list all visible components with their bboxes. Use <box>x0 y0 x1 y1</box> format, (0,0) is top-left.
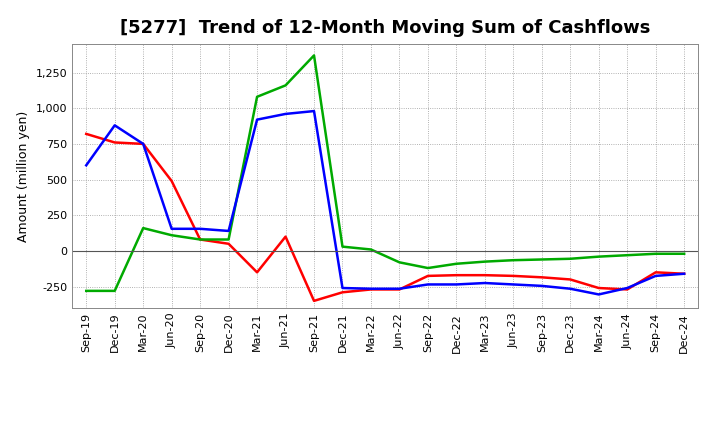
Free Cashflow <box>310 108 318 114</box>
Title: [5277]  Trend of 12-Month Moving Sum of Cashflows: [5277] Trend of 12-Month Moving Sum of C… <box>120 19 650 37</box>
Investing Cashflow <box>225 237 233 242</box>
Free Cashflow <box>680 271 688 276</box>
Operating Cashflow <box>395 287 404 292</box>
Operating Cashflow <box>623 287 631 292</box>
Operating Cashflow <box>282 234 290 239</box>
Free Cashflow <box>282 111 290 117</box>
Free Cashflow <box>423 282 432 287</box>
Free Cashflow <box>253 117 261 122</box>
Investing Cashflow <box>82 288 91 293</box>
Free Cashflow <box>595 292 603 297</box>
Investing Cashflow <box>623 253 631 258</box>
Operating Cashflow <box>366 287 375 292</box>
Free Cashflow <box>566 286 575 291</box>
Operating Cashflow <box>537 275 546 280</box>
Operating Cashflow <box>566 277 575 282</box>
Operating Cashflow <box>680 271 688 276</box>
Operating Cashflow <box>423 273 432 279</box>
Investing Cashflow <box>680 251 688 257</box>
Free Cashflow <box>110 123 119 128</box>
Free Cashflow <box>623 286 631 291</box>
Operating Cashflow <box>452 272 461 278</box>
Investing Cashflow <box>196 237 204 242</box>
Investing Cashflow <box>253 94 261 99</box>
Operating Cashflow <box>139 141 148 147</box>
Free Cashflow <box>366 286 375 291</box>
Investing Cashflow <box>566 256 575 261</box>
Operating Cashflow <box>310 298 318 304</box>
Line: Investing Cashflow: Investing Cashflow <box>86 55 684 291</box>
Investing Cashflow <box>595 254 603 259</box>
Investing Cashflow <box>282 83 290 88</box>
Free Cashflow <box>225 228 233 234</box>
Line: Free Cashflow: Free Cashflow <box>86 111 684 294</box>
Free Cashflow <box>167 226 176 231</box>
Investing Cashflow <box>652 251 660 257</box>
Operating Cashflow <box>225 241 233 246</box>
Operating Cashflow <box>509 273 518 279</box>
Line: Operating Cashflow: Operating Cashflow <box>86 134 684 301</box>
Free Cashflow <box>509 282 518 287</box>
Operating Cashflow <box>196 237 204 242</box>
Y-axis label: Amount (million yen): Amount (million yen) <box>17 110 30 242</box>
Investing Cashflow <box>366 247 375 252</box>
Operating Cashflow <box>167 178 176 183</box>
Free Cashflow <box>139 141 148 147</box>
Free Cashflow <box>652 273 660 279</box>
Investing Cashflow <box>310 53 318 58</box>
Operating Cashflow <box>82 131 91 136</box>
Free Cashflow <box>395 286 404 291</box>
Operating Cashflow <box>110 140 119 145</box>
Free Cashflow <box>196 226 204 231</box>
Free Cashflow <box>338 286 347 291</box>
Investing Cashflow <box>480 259 489 264</box>
Operating Cashflow <box>480 272 489 278</box>
Investing Cashflow <box>395 260 404 265</box>
Investing Cashflow <box>139 225 148 231</box>
Free Cashflow <box>82 163 91 168</box>
Operating Cashflow <box>652 270 660 275</box>
Investing Cashflow <box>452 261 461 266</box>
Operating Cashflow <box>338 290 347 295</box>
Free Cashflow <box>537 283 546 289</box>
Operating Cashflow <box>595 286 603 291</box>
Investing Cashflow <box>423 265 432 271</box>
Investing Cashflow <box>167 233 176 238</box>
Investing Cashflow <box>509 257 518 263</box>
Free Cashflow <box>480 280 489 286</box>
Investing Cashflow <box>338 244 347 249</box>
Investing Cashflow <box>110 288 119 293</box>
Investing Cashflow <box>537 257 546 262</box>
Free Cashflow <box>452 282 461 287</box>
Operating Cashflow <box>253 270 261 275</box>
